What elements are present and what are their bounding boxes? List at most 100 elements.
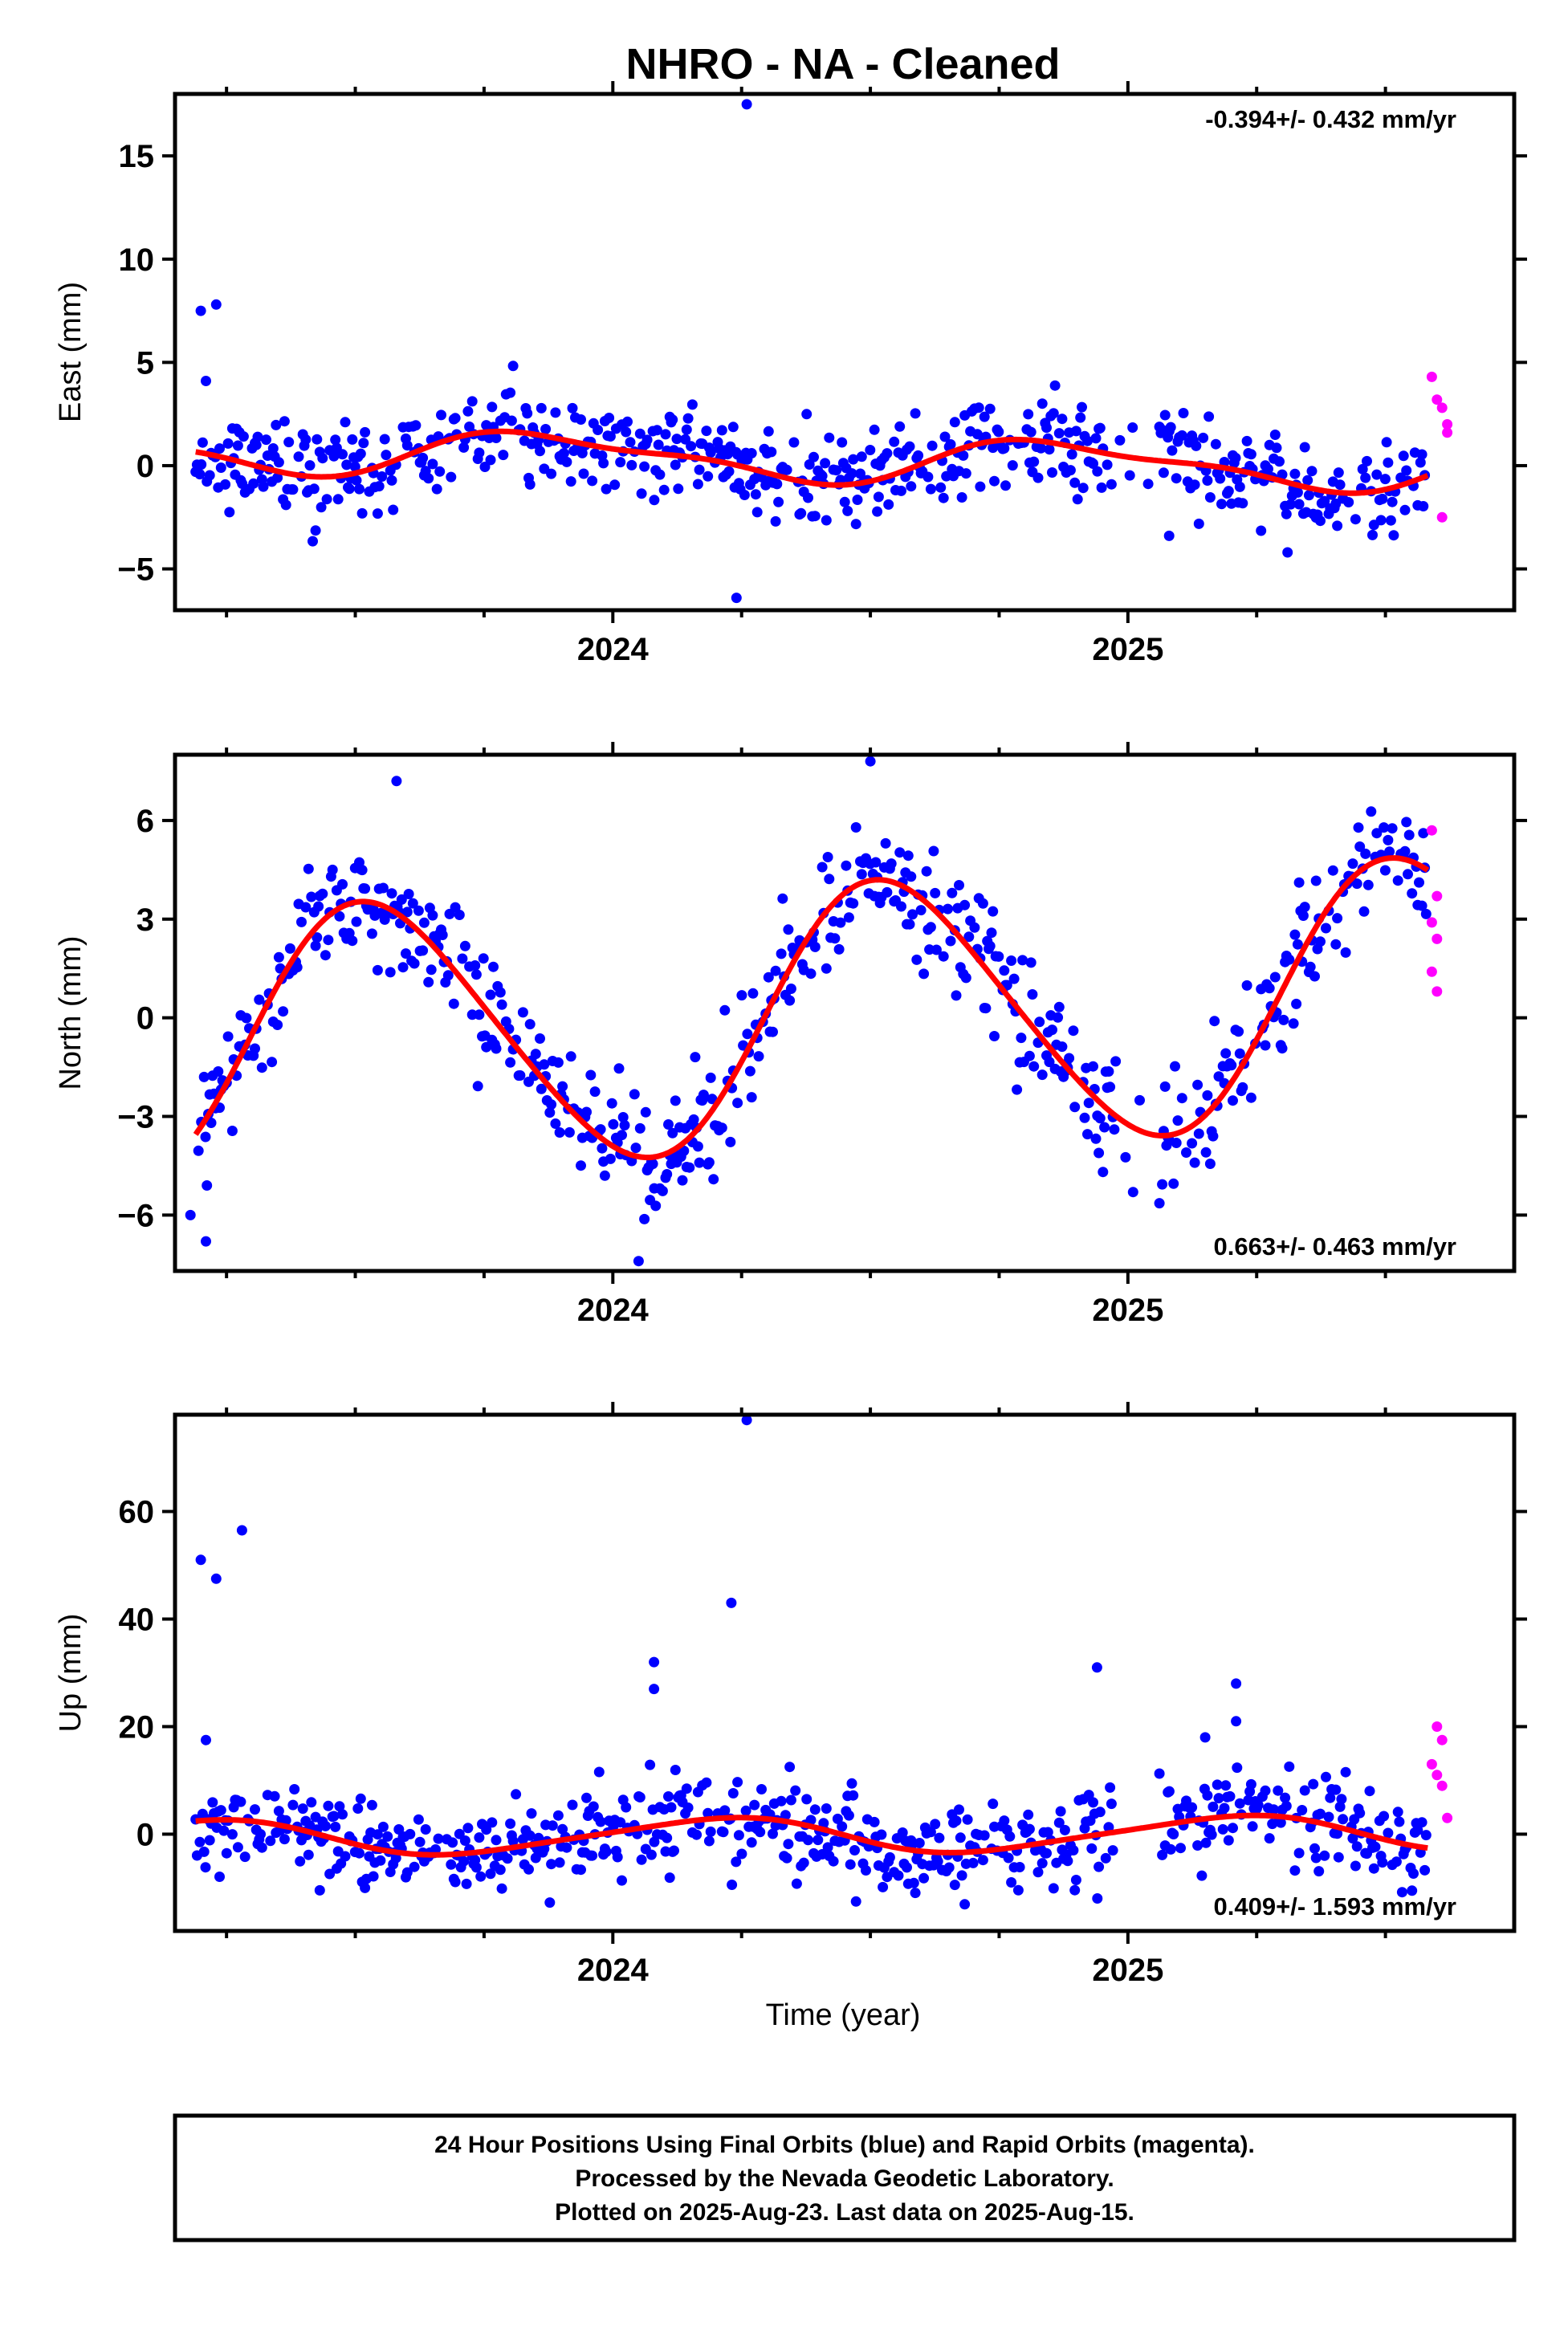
east-final-point — [896, 485, 906, 496]
up-final-point — [256, 1842, 267, 1853]
north-final-point — [1366, 806, 1377, 817]
up-final-point — [884, 1851, 895, 1863]
up-final-point — [215, 1805, 226, 1816]
east-final-point — [1381, 437, 1392, 448]
up-final-point — [1340, 1766, 1351, 1778]
up-final-point — [1094, 1861, 1105, 1872]
up-final-point — [634, 1792, 646, 1802]
up-final-point — [1280, 1792, 1291, 1803]
up-final-point — [218, 1825, 230, 1836]
north-final-point — [323, 935, 334, 946]
north-final-point — [1176, 1093, 1187, 1104]
east-final-point — [820, 458, 831, 469]
north-final-point — [539, 1059, 550, 1070]
east-final-point — [1092, 466, 1103, 477]
up-final-point — [198, 1846, 210, 1857]
north-final-point — [606, 1098, 617, 1109]
up-final-point — [366, 1799, 377, 1811]
up-final-point — [235, 1796, 246, 1807]
up-final-point — [409, 1861, 420, 1872]
north-final-point — [1208, 1130, 1219, 1142]
east-final-point — [524, 479, 536, 490]
north-final-point — [822, 852, 833, 862]
north-final-point — [1332, 913, 1343, 924]
north-final-point — [619, 1120, 630, 1130]
up-final-point — [1407, 1885, 1418, 1896]
up-final-point — [1412, 1824, 1423, 1835]
north-final-point — [742, 1029, 753, 1040]
east-final-point — [312, 434, 323, 445]
east-final-point — [681, 424, 692, 435]
east-final-point — [522, 408, 533, 419]
east-final-point — [1037, 398, 1048, 409]
east-final-point — [377, 471, 388, 482]
north-final-point — [694, 1157, 705, 1168]
north-final-point — [407, 898, 418, 909]
north-final-point — [485, 989, 496, 1000]
east-final-point — [1191, 440, 1202, 451]
north-final-point — [1109, 1124, 1120, 1135]
east-final-point — [1289, 468, 1301, 479]
up-final-point — [552, 1810, 564, 1821]
up-final-point — [1260, 1785, 1271, 1796]
east-final-point — [1047, 467, 1057, 478]
east-final-point — [1375, 515, 1387, 526]
up-final-point — [861, 1865, 871, 1876]
east-final-point — [975, 481, 986, 492]
up-final-point — [776, 1795, 787, 1807]
up-final-point — [1165, 1843, 1176, 1855]
up-final-point — [289, 1784, 300, 1794]
east-final-point — [989, 475, 1000, 487]
east-final-point — [344, 483, 355, 495]
up-final-point — [324, 1868, 336, 1880]
east-final-point — [578, 468, 589, 479]
east-final-point — [1277, 469, 1288, 480]
north-final-point — [1012, 1084, 1023, 1095]
east-final-point — [330, 434, 341, 446]
up-final-point — [803, 1835, 813, 1846]
north-final-point — [703, 1157, 715, 1168]
north-final-point — [581, 1106, 592, 1118]
north-final-point — [1025, 957, 1037, 968]
east-final-point — [466, 396, 478, 407]
up-final-point — [701, 1777, 712, 1788]
up-final-point — [320, 1820, 331, 1831]
north-final-point — [550, 1118, 561, 1129]
up-final-point — [297, 1803, 308, 1815]
north-final-point — [634, 1122, 646, 1134]
east-final-point — [831, 465, 842, 476]
north-final-point — [719, 1004, 731, 1016]
up-final-point — [848, 1790, 859, 1801]
north-final-point — [366, 928, 377, 939]
up-final-point — [1377, 1857, 1388, 1868]
east-final-point — [649, 495, 660, 506]
east-final-point — [621, 426, 632, 438]
up-final-point — [828, 1855, 839, 1867]
north-final-point — [902, 850, 914, 862]
east-final-point — [910, 408, 921, 419]
east-final-point — [558, 448, 569, 458]
east-final-point — [1193, 518, 1204, 529]
east-final-point — [772, 479, 783, 490]
up-final-point — [1192, 1840, 1203, 1851]
east-final-point — [340, 417, 351, 428]
north-final-point — [544, 1107, 556, 1118]
up-final-point — [1223, 1835, 1234, 1846]
east-final-point — [889, 436, 900, 447]
east-final-point — [410, 420, 422, 431]
up-final-point — [474, 1832, 485, 1843]
east-final-point — [388, 504, 399, 515]
north-final-point — [963, 931, 975, 943]
north-final-point — [931, 944, 942, 955]
north-final-point — [770, 965, 781, 976]
east-final-point — [1163, 530, 1175, 541]
east-final-point — [1234, 481, 1245, 492]
up-final-point — [340, 1851, 351, 1862]
up-final-point — [295, 1855, 306, 1867]
up-final-point — [511, 1789, 522, 1800]
north-final-point — [736, 990, 747, 1001]
north-final-point — [906, 871, 917, 882]
east-final-point — [766, 446, 777, 458]
up-final-point — [273, 1806, 284, 1817]
north-points — [185, 756, 1443, 1267]
